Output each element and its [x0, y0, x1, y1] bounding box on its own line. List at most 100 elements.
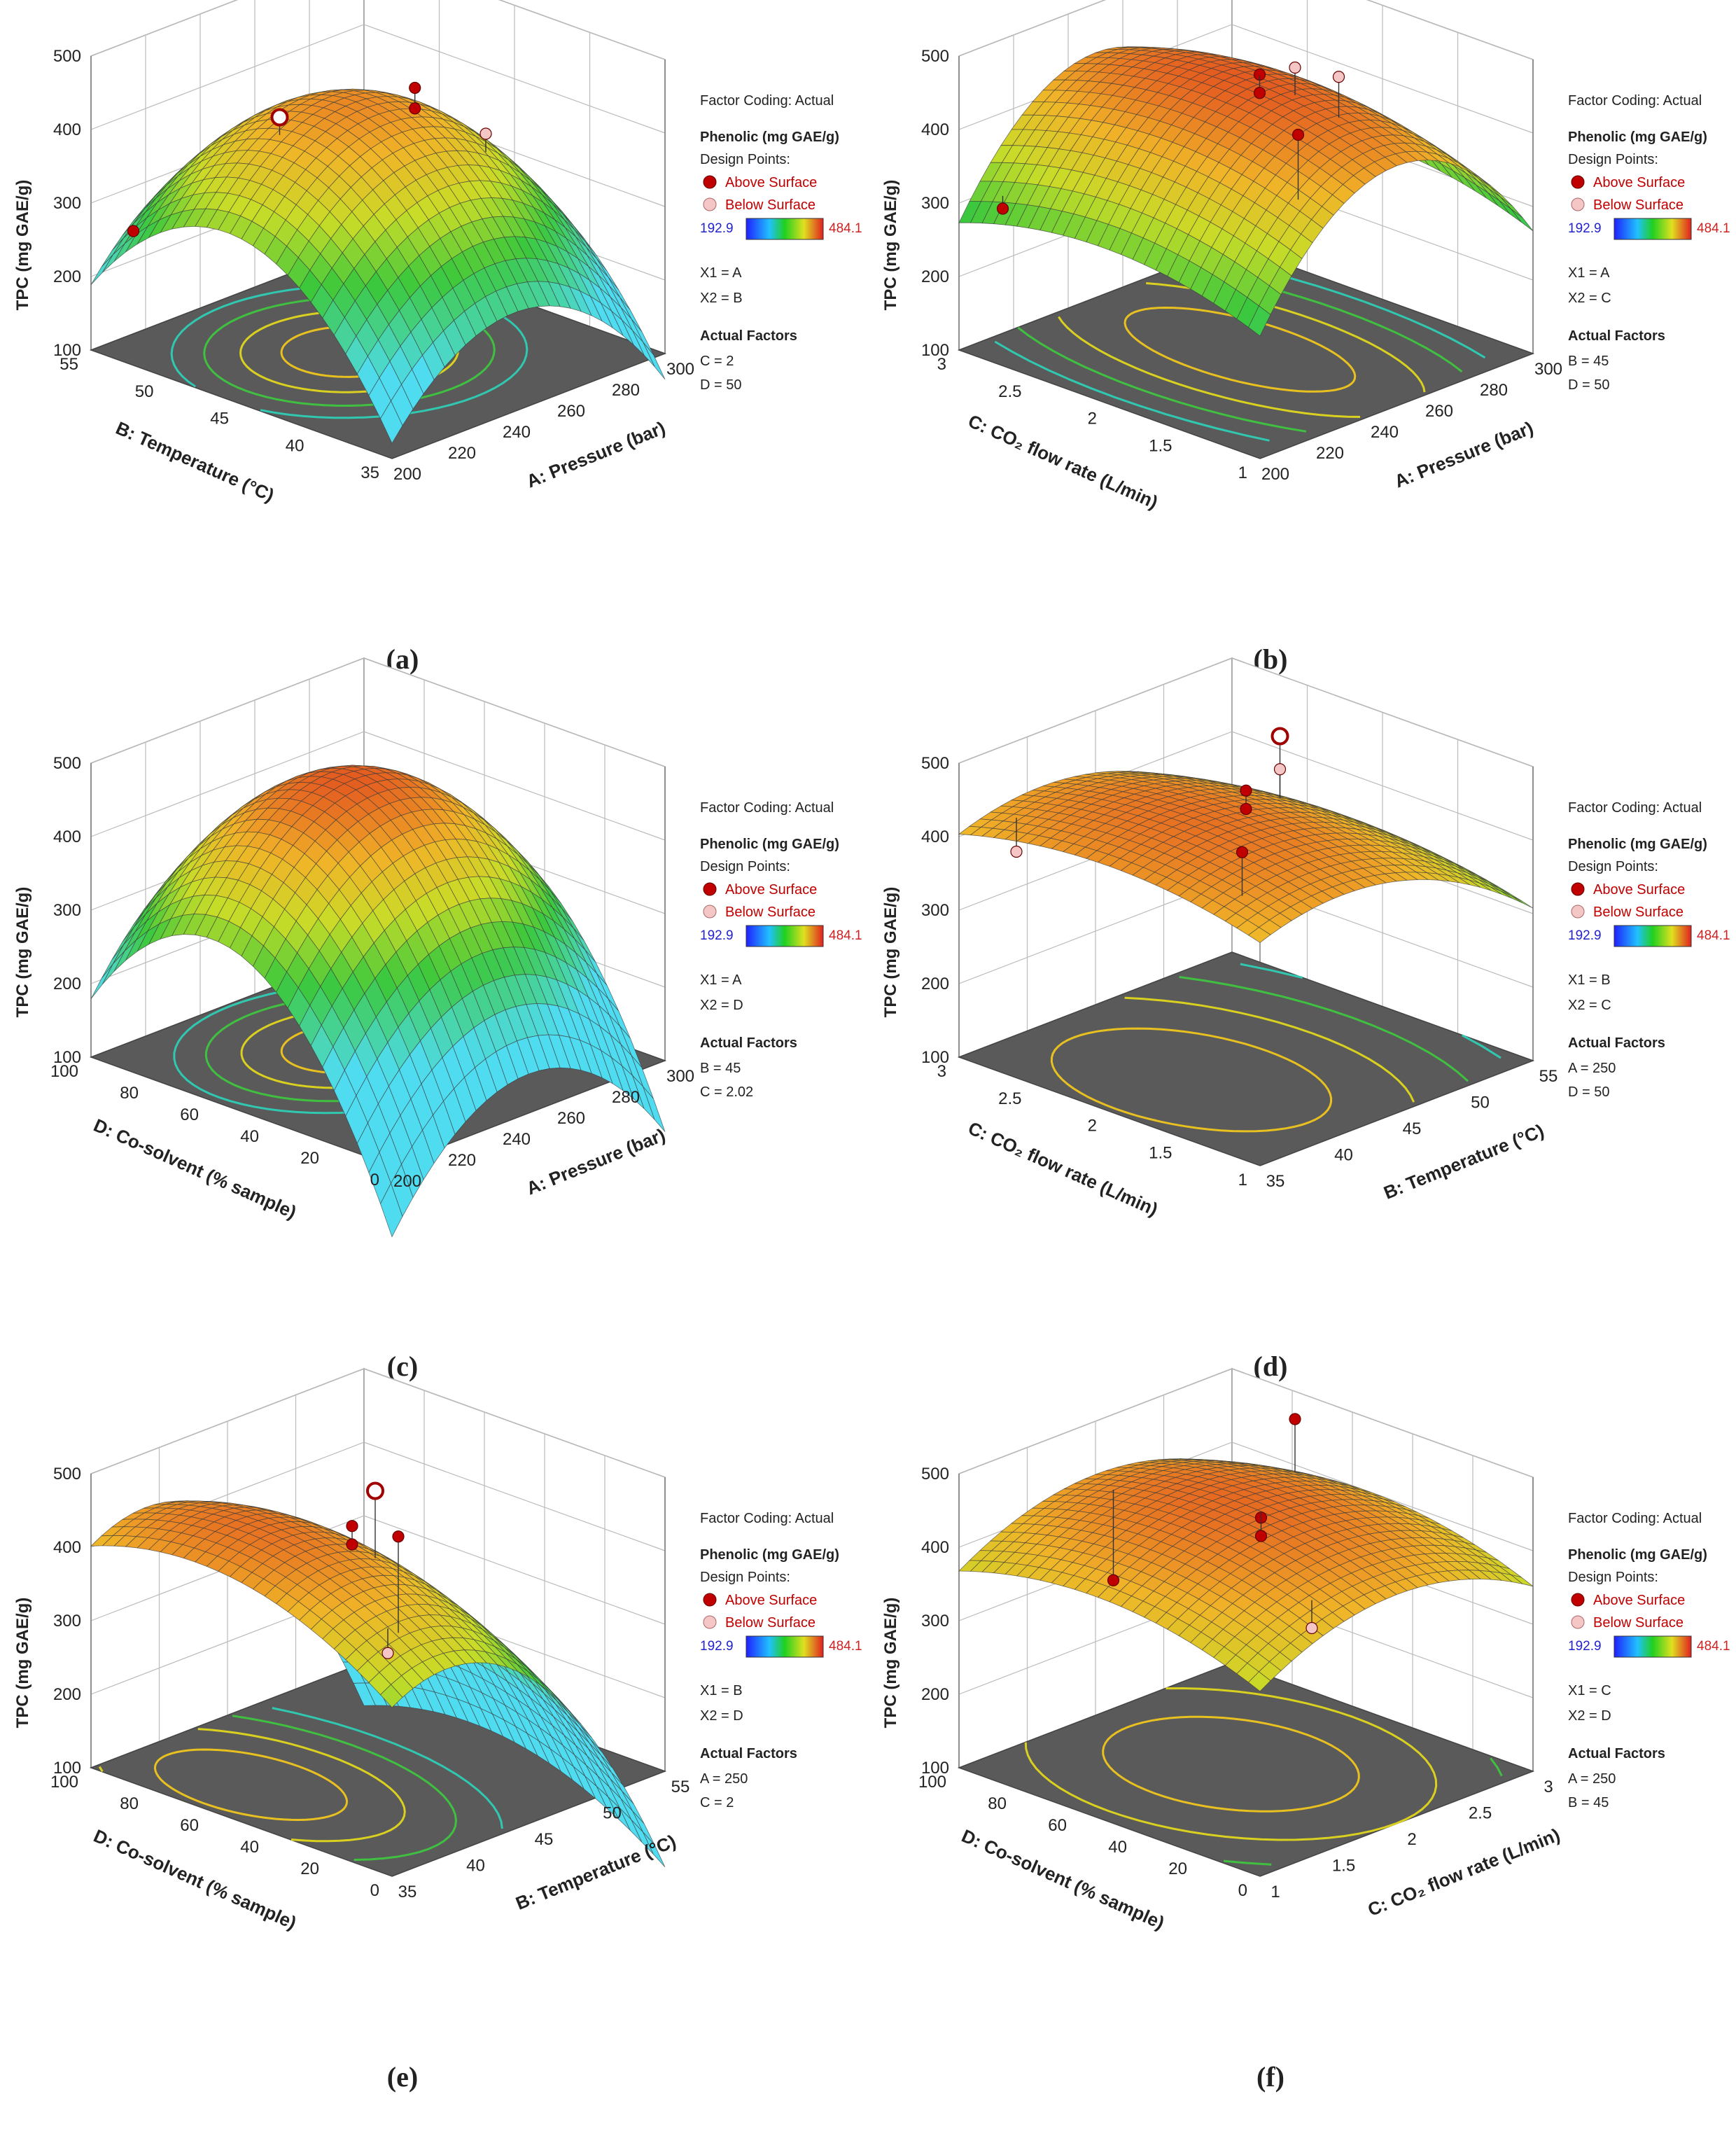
legend-below-marker	[703, 905, 717, 919]
legend-above-marker	[1571, 1593, 1585, 1607]
design-point-above	[1236, 846, 1249, 858]
colorbar-min: 192.9	[1568, 928, 1602, 943]
response-label: Phenolic (mg GAE/g)	[1568, 1547, 1707, 1563]
x-tick-label: 260	[1425, 402, 1453, 421]
z-tick-label: 300	[921, 1612, 949, 1631]
x-tick-label: 280	[612, 381, 640, 400]
legend-below-marker	[703, 1615, 717, 1629]
grid-line	[90, 657, 666, 767]
surface-cell	[380, 400, 403, 444]
z-tick-label: 500	[921, 47, 949, 66]
z-tick-label: 200	[53, 975, 81, 993]
y-tick-label: 3	[937, 355, 946, 374]
design-point-above	[409, 81, 421, 95]
x-tick-label: 35	[1266, 1172, 1285, 1191]
y-tick-label: 0	[1238, 1881, 1247, 1900]
y-tick-label: 1	[1238, 1171, 1247, 1189]
x-tick-label: 200	[393, 465, 421, 484]
response-label: Phenolic (mg GAE/g)	[700, 837, 839, 852]
y-tick-label: 1.5	[1149, 436, 1172, 455]
x-tick-label: 1.5	[1332, 1857, 1355, 1876]
x2-label: X2 = C	[1568, 291, 1611, 306]
x-tick-label: 45	[1403, 1119, 1422, 1138]
x-tick-label: 55	[1539, 1067, 1558, 1086]
x-tick-label: 220	[1316, 444, 1344, 463]
y-axis-label: C: CO₂ flow rate (L/min)	[965, 1117, 1161, 1220]
x-tick-label: 2	[1407, 1830, 1416, 1849]
grid-line	[90, 731, 666, 841]
design-point-above	[346, 1538, 358, 1551]
legend-above-label: Above Surface	[1593, 882, 1685, 898]
design-point-above	[127, 225, 140, 237]
y-axis-label: C: CO₂ flow rate (L/min)	[965, 410, 1161, 513]
colorbar-max: 484.1	[829, 928, 862, 943]
colorbar	[746, 925, 824, 947]
design-points-label: Design Points:	[1568, 152, 1658, 167]
y-tick-label: 0	[370, 1881, 379, 1900]
z-tick-label: 100	[921, 341, 949, 360]
z-axis-label: TPC (mg GAE/g)	[13, 1598, 32, 1729]
panel-label: (c)	[387, 1350, 418, 1382]
x1-label: X1 = A	[700, 972, 742, 988]
z-tick-label: 300	[921, 901, 949, 920]
x1-label: X1 = A	[700, 265, 742, 281]
x-tick-label: 1	[1270, 1883, 1280, 1901]
design-point-above	[366, 1481, 384, 1500]
z-tick-label: 500	[921, 754, 949, 773]
legend-below-label: Below Surface	[725, 905, 816, 920]
fixed-factor: B = 45	[700, 1061, 741, 1076]
y-tick-label: 1.5	[1149, 1143, 1172, 1162]
response-label: Phenolic (mg GAE/g)	[700, 130, 839, 145]
x-tick-label: 220	[448, 1151, 476, 1170]
z-tick-label: 300	[921, 194, 949, 213]
legend-above-label: Above Surface	[1593, 1593, 1685, 1608]
z-axis-label: TPC (mg GAE/g)	[881, 1598, 900, 1729]
z-tick-label: 500	[53, 47, 81, 66]
x2-label: X2 = D	[1568, 1708, 1611, 1724]
y-axis-label: D: Co-solvent (% sample)	[90, 1115, 300, 1223]
colorbar-min: 192.9	[1568, 221, 1602, 236]
design-points-label: Design Points:	[700, 1570, 790, 1585]
legend-above-marker	[703, 1593, 717, 1607]
legend-below-label: Below Surface	[1593, 1615, 1684, 1631]
y-tick-label: 60	[1048, 1816, 1067, 1835]
y-tick-label: 55	[59, 355, 78, 374]
x-tick-label: 240	[503, 423, 531, 442]
y-tick-label: 40	[240, 1838, 259, 1857]
colorbar-min: 192.9	[1568, 1639, 1602, 1654]
actual-factors-label: Actual Factors	[1568, 328, 1665, 344]
z-axis-label: TPC (mg GAE/g)	[13, 887, 32, 1018]
x-tick-label: 220	[448, 444, 476, 463]
fixed-factor: B = 45	[1568, 1795, 1609, 1810]
contour-line	[1124, 306, 1357, 393]
fixed-factor: C = 2	[700, 354, 734, 369]
legend-above-label: Above Surface	[1593, 175, 1685, 190]
design-point-above	[1292, 128, 1305, 141]
z-tick-label: 500	[921, 1465, 949, 1484]
y-axis-label: D: Co-solvent (% sample)	[90, 1825, 300, 1934]
design-point-above	[346, 1520, 358, 1533]
factor-coding-label: Factor Coding: Actual	[700, 93, 834, 109]
factor-coding-label: Factor Coding: Actual	[1568, 93, 1702, 109]
colorbar-min: 192.9	[700, 1639, 734, 1654]
actual-factors-label: Actual Factors	[700, 1746, 797, 1761]
colorbar-max: 484.1	[829, 1639, 862, 1654]
colorbar	[746, 1635, 824, 1658]
fixed-factor: A = 250	[1568, 1771, 1616, 1787]
x-tick-label: 35	[398, 1883, 417, 1901]
design-point-below	[1273, 763, 1287, 776]
legend-above-label: Above Surface	[725, 175, 817, 190]
y-tick-label: 50	[135, 382, 154, 401]
z-tick-label: 200	[921, 267, 949, 286]
actual-factors-label: Actual Factors	[1568, 1035, 1665, 1051]
fixed-factor: A = 250	[1568, 1061, 1616, 1076]
grid-line	[958, 0, 1534, 60]
colorbar-max: 484.1	[1697, 1639, 1730, 1654]
x-tick-label: 50	[1471, 1094, 1490, 1112]
response-label: Phenolic (mg GAE/g)	[1568, 130, 1707, 145]
design-point-below	[1306, 1621, 1318, 1635]
y-tick-label: 35	[360, 463, 379, 482]
x-axis-label: A: Pressure (bar)	[524, 1124, 668, 1199]
x-tick-label: 2.5	[1469, 1804, 1492, 1823]
